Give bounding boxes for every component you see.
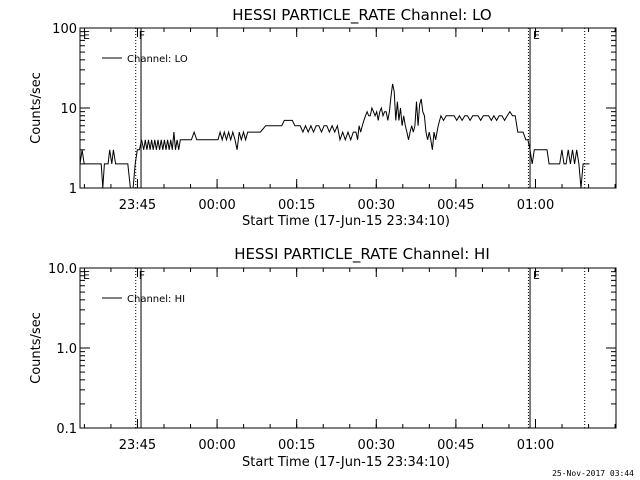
- chart1-y-tick-label: 10: [60, 102, 77, 117]
- chart1-x-tick-label: 00:15: [278, 198, 315, 213]
- chart2-y-tick-label: 10.0: [48, 262, 77, 277]
- chart1-y-tick-label: 100: [52, 22, 77, 37]
- chart2-x-tick-label: 01:00: [517, 438, 554, 453]
- chart2-x-tick-label: 00:00: [198, 438, 235, 453]
- chart1-legend-label: Channel: LO: [127, 54, 188, 65]
- chart1-x-tick-label: 00:30: [358, 198, 395, 213]
- chart1-title: HESSI PARTICLE_RATE Channel: LO: [232, 6, 491, 25]
- chart2-x-tick-label: 00:45: [437, 438, 474, 453]
- chart1-marker-label: E: [83, 29, 90, 42]
- chart2-marker-label: E: [533, 269, 540, 282]
- chart2-x-tick-label: 23:45: [119, 438, 156, 453]
- chart1-x-tick-label: 01:00: [517, 198, 554, 213]
- chart1-series-line: [79, 83, 590, 189]
- chart2-title: HESSI PARTICLE_RATE Channel: HI: [234, 245, 490, 264]
- chart1-x-tick-label: 00:00: [198, 198, 235, 213]
- chart1-x-tick-label: 23:45: [119, 198, 156, 213]
- chart1-y-axis-label: Counts/sec: [29, 72, 44, 144]
- footer-timestamp: 25-Nov-2017 03:44: [552, 469, 634, 478]
- chart2-marker-label: E: [83, 269, 90, 282]
- chart1-marker-label: E: [533, 29, 540, 42]
- chart2-y-tick-label: 1.0: [56, 342, 77, 357]
- chart2-y-tick-label: 0.1: [56, 422, 77, 437]
- chart2-x-tick-label: 00:15: [278, 438, 315, 453]
- chart2-legend-label: Channel: HI: [127, 294, 185, 305]
- chart1-x-axis-label: Start Time (17-Jun-15 23:34:10): [242, 214, 450, 229]
- chart1-x-tick-label: 00:45: [437, 198, 474, 213]
- chart1-marker-label: F: [139, 29, 145, 42]
- chart1-y-tick-label: 1: [69, 182, 77, 197]
- chart1-plot-frame: [79, 27, 617, 189]
- chart2-marker-label: F: [139, 269, 145, 282]
- chart2-y-axis-label: Counts/sec: [29, 312, 44, 384]
- chart2-x-axis-label: Start Time (17-Jun-15 23:34:10): [242, 455, 450, 470]
- chart2-plot-frame: [79, 267, 617, 429]
- chart2-x-tick-label: 00:30: [358, 438, 395, 453]
